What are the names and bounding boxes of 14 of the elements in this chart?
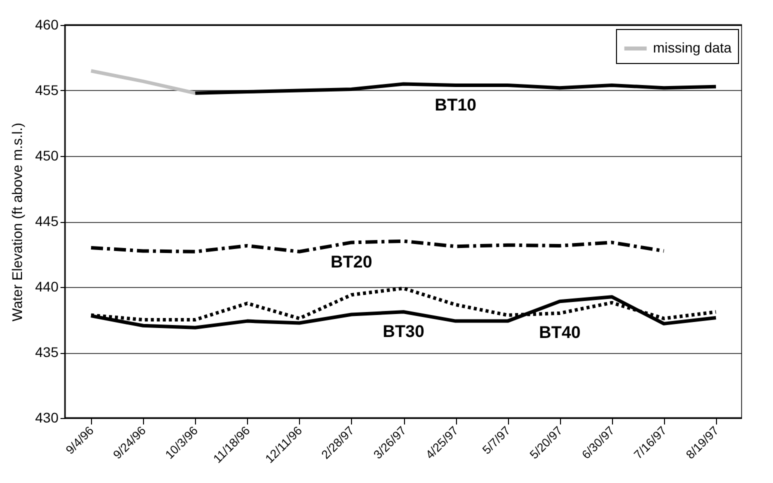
legend-label: missing data bbox=[653, 40, 732, 56]
series-label: BT30 bbox=[382, 322, 424, 341]
y-axis-title: Water Elevation (ft above m.s.l.) bbox=[9, 122, 26, 322]
y-tick-label: 455 bbox=[35, 82, 59, 98]
y-tick-label: 460 bbox=[35, 16, 59, 32]
y-tick-label: 430 bbox=[35, 410, 59, 426]
y-tick-label: 440 bbox=[35, 278, 59, 294]
y-tick-label: 450 bbox=[35, 148, 59, 164]
series-label: BT20 bbox=[330, 252, 372, 272]
y-tick-label: 435 bbox=[35, 344, 59, 360]
series-label: BT10 bbox=[434, 95, 476, 114]
series-label: BT40 bbox=[538, 323, 581, 342]
y-tick-label: 445 bbox=[35, 213, 59, 229]
line-series bbox=[89, 239, 666, 254]
